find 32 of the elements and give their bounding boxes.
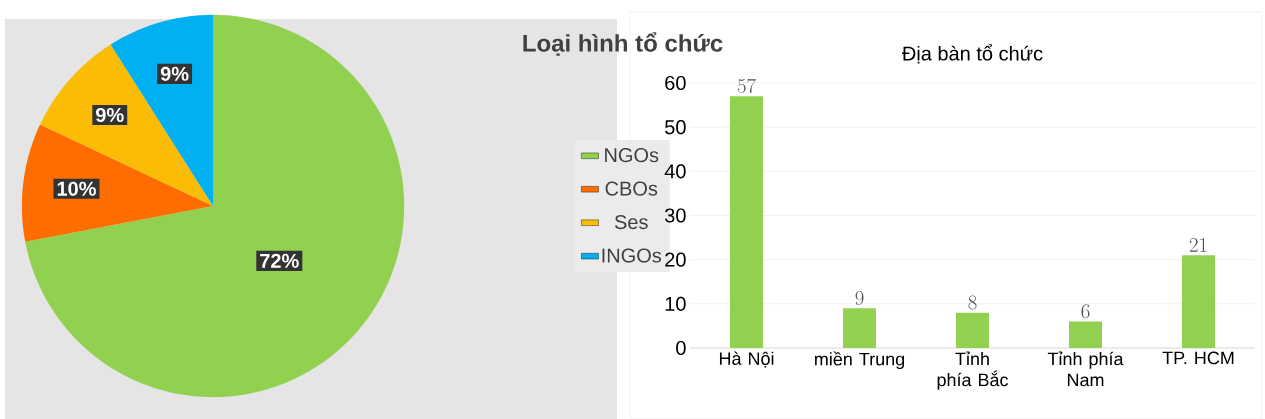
- chart-title: Địa bàn tổ chức: [902, 44, 1043, 64]
- y-tick-label: 60: [665, 75, 686, 91]
- x-tick-label: Tỉnh phía Bắc: [937, 351, 1009, 390]
- data-label: 8: [968, 295, 977, 310]
- text: Loại hình tổ chức: [523, 32, 723, 56]
- data-label: 72%: [260, 253, 299, 268]
- legend-label: Ses: [614, 214, 648, 230]
- data-label: 6: [1081, 304, 1090, 319]
- x-tick-label: Hà Nội: [719, 351, 774, 368]
- data-label: 9%: [96, 107, 124, 123]
- bar: [843, 308, 876, 348]
- y-tick-label: 50: [665, 120, 686, 135]
- data-label: 21: [1189, 238, 1207, 252]
- y-tick-label: 30: [665, 208, 686, 223]
- data-label: 10%: [57, 181, 96, 196]
- bar: [1182, 255, 1215, 348]
- x-tick-label: miền Trung: [815, 351, 905, 370]
- data-label: 9: [855, 291, 864, 306]
- legend-label: CBOs: [605, 181, 658, 196]
- data-label: 57: [737, 78, 756, 94]
- y-tick-label: 20: [665, 252, 686, 267]
- bar: [730, 96, 764, 348]
- legend-label: NGOs: [605, 148, 659, 163]
- y-tick-label: 40: [664, 164, 686, 179]
- bar: [956, 312, 989, 348]
- y-tick-label: 10: [665, 296, 686, 311]
- x-tick-label: Tỉnh phía Nam: [1047, 351, 1124, 387]
- x-tick-label: TP. HCM: [1162, 351, 1234, 365]
- data-label: 9%: [160, 66, 189, 81]
- y-tick-label: 0: [676, 340, 686, 356]
- bar: [1069, 321, 1102, 348]
- legend-label: INGOs: [602, 248, 662, 263]
